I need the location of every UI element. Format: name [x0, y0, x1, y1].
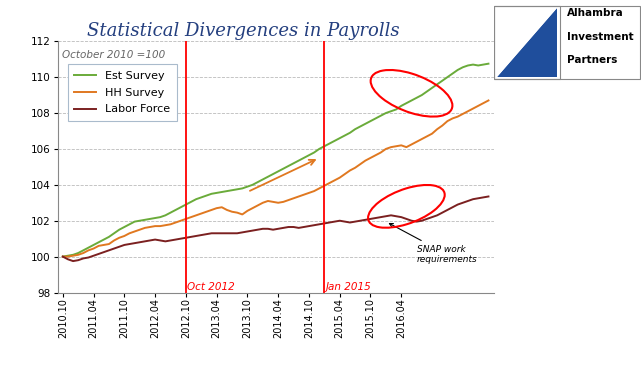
- Polygon shape: [497, 8, 557, 76]
- Labor Force: [408, 219, 415, 223]
- Text: Oct 2012: Oct 2012: [187, 282, 235, 292]
- Labor Force: [274, 226, 282, 231]
- Text: Investment: Investment: [567, 32, 634, 42]
- Labor Force: [59, 254, 67, 259]
- Est Survey: [59, 254, 67, 259]
- Text: SNAP work
requirements: SNAP work requirements: [390, 224, 478, 264]
- Labor Force: [64, 257, 72, 261]
- HH Survey: [403, 145, 410, 149]
- Text: Partners: Partners: [567, 55, 618, 65]
- Line: HH Survey: HH Survey: [63, 100, 488, 256]
- Labor Force: [387, 213, 395, 217]
- HH Survey: [269, 200, 277, 204]
- Text: Jan 2015: Jan 2015: [326, 282, 372, 292]
- Text: October 2010 =100: October 2010 =100: [62, 50, 165, 60]
- HH Survey: [485, 98, 492, 103]
- Est Survey: [382, 111, 390, 115]
- HH Survey: [382, 147, 390, 151]
- Line: Labor Force: Labor Force: [63, 196, 488, 261]
- Labor Force: [69, 259, 77, 263]
- HH Survey: [85, 248, 92, 253]
- Est Survey: [269, 172, 277, 176]
- Est Survey: [403, 101, 410, 105]
- Line: Est Survey: Est Survey: [63, 64, 488, 256]
- Est Survey: [64, 254, 72, 258]
- HH Survey: [249, 206, 256, 210]
- Labor Force: [254, 228, 262, 232]
- Est Survey: [85, 245, 92, 250]
- Labor Force: [90, 254, 97, 258]
- Text: Alhambra: Alhambra: [567, 8, 624, 18]
- Labor Force: [485, 194, 492, 199]
- HH Survey: [64, 254, 72, 259]
- Polygon shape: [497, 8, 557, 76]
- HH Survey: [59, 254, 67, 259]
- Est Survey: [249, 183, 256, 187]
- FancyBboxPatch shape: [494, 6, 560, 79]
- Est Survey: [485, 62, 492, 66]
- Legend: Est Survey, HH Survey, Labor Force: Est Survey, HH Survey, Labor Force: [67, 64, 177, 121]
- Text: Statistical Divergences in Payrolls: Statistical Divergences in Payrolls: [87, 22, 400, 40]
